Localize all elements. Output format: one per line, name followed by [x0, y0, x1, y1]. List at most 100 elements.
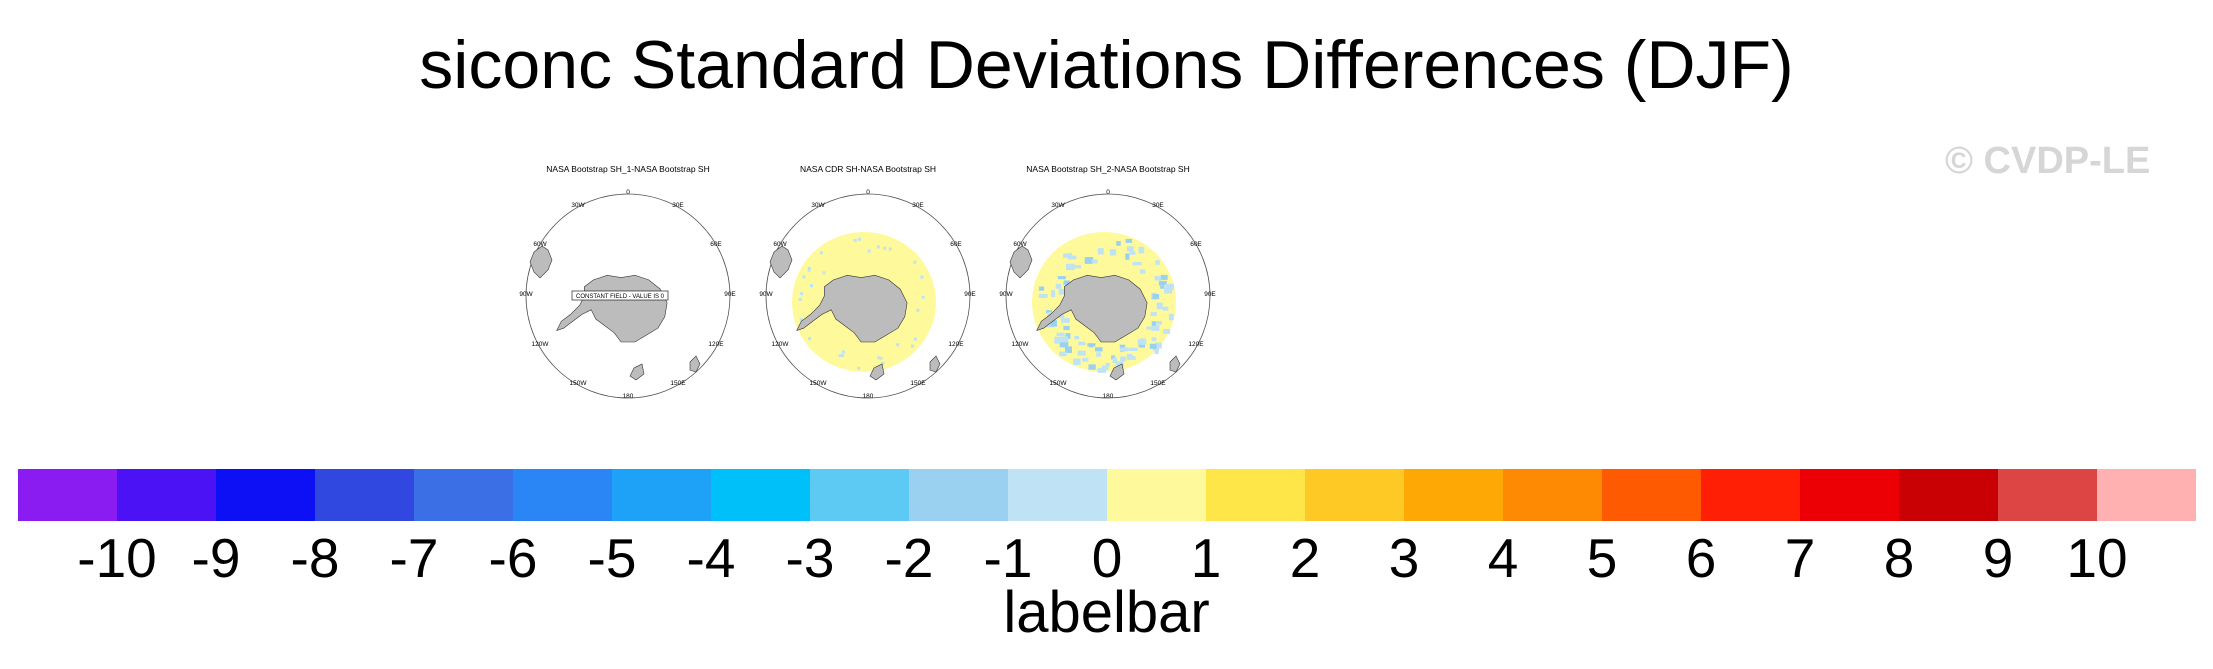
labelbar-tick-label: 0 [1091, 527, 1123, 589]
polar-map: 0 30E 60E 90E 120E 150E 180 150W 120W 90W 60W 30W CO… [519, 189, 736, 400]
map-longitude-label: 60E [1190, 241, 1202, 248]
labelbar-tick-label: -5 [587, 527, 637, 589]
map-longitude-label: 0 [1106, 189, 1110, 196]
labelbar-title: labelbar [1003, 580, 1210, 645]
polar-map: 0 30E 60E 90E 120E 150E 180 150W 120W 90W 60W 30W [999, 189, 1216, 400]
map-longitude-label: 150E [670, 380, 686, 387]
labelbar [18, 469, 2196, 521]
south-america-landmass [769, 245, 793, 279]
labelbar-tick-label: 7 [1784, 527, 1816, 589]
map-longitude-label: 60E [950, 241, 962, 248]
labelbar-box [1305, 469, 1405, 521]
labelbar-box [1602, 469, 1702, 521]
map-longitude-label: 60W [1013, 241, 1027, 248]
australia-tip-landmass [629, 363, 645, 381]
map-longitude-label: 120E [948, 341, 964, 348]
map-panel-1: NASA Bootstrap SH_1-NASA Bootstrap SH 0 3… [512, 164, 744, 414]
map-panel-3: NASA Bootstrap SH_2-NASA Bootstrap SH 0 3… [992, 164, 1224, 414]
map-longitude-label: 150W [1050, 380, 1068, 387]
labelbar-box [1899, 469, 1999, 521]
south-america-landmass [529, 245, 553, 279]
labelbar-tick-label: -8 [290, 527, 340, 589]
map-longitude-label: 90W [759, 291, 773, 298]
labelbar-tick-label: 1 [1190, 527, 1222, 589]
new-zealand-landmass [689, 355, 701, 373]
labelbar-tick-label: 6 [1685, 527, 1717, 589]
labelbar-box [18, 469, 118, 521]
watermark: © CVDP-LE [1945, 140, 2151, 182]
labelbar-tick-label: 2 [1289, 527, 1321, 589]
map-longitude-label: 150E [1150, 380, 1166, 387]
labelbar-box [1107, 469, 1207, 521]
map-longitude-label: 30W [1051, 202, 1065, 209]
labelbar-box [909, 469, 1009, 521]
labelbar-box [216, 469, 316, 521]
labelbar-box [414, 469, 514, 521]
map-longitude-label: 180 [863, 393, 874, 400]
polar-map: 0 30E 60E 90E 120E 150E 180 150W 120W 90W 60W 30W [759, 189, 976, 400]
labelbar-tick-label: -10 [77, 527, 157, 589]
map-longitude-label: 30E [1152, 202, 1164, 209]
labelbar-box [513, 469, 613, 521]
map-longitude-label: 60W [773, 241, 787, 248]
map-longitude-label: 30W [811, 202, 825, 209]
labelbar-tick-label: 8 [1883, 527, 1915, 589]
map-longitude-label: 30W [571, 202, 585, 209]
map-longitude-label: 180 [623, 393, 634, 400]
labelbar-box [2097, 469, 2196, 521]
map-longitude-label: 120E [1188, 341, 1204, 348]
labelbar-box [1008, 469, 1108, 521]
labelbar-box [1800, 469, 1900, 521]
map-longitude-label: 90E [724, 291, 736, 298]
labelbar-tick-label: -2 [884, 527, 934, 589]
map-longitude-label: 0 [626, 189, 630, 196]
map-longitude-label: 30E [912, 202, 924, 209]
labelbar-box [117, 469, 217, 521]
labelbar-tick-label: -1 [983, 527, 1033, 589]
antarctica-landmass [796, 274, 908, 343]
labelbar-tick-label: 9 [1982, 527, 2014, 589]
map-longitude-label: 120E [708, 341, 724, 348]
map-longitude-label: 120W [1012, 341, 1030, 348]
south-america-landmass [1009, 245, 1033, 279]
labelbar-box [1206, 469, 1306, 521]
labelbar-tick-label: -3 [785, 527, 835, 589]
chart-title: siconc Standard Deviations Differences (… [419, 27, 1794, 103]
new-zealand-landmass [1169, 355, 1181, 373]
labelbar-box [612, 469, 712, 521]
labelbar-tick-label: -7 [389, 527, 439, 589]
labelbar-box [1404, 469, 1504, 521]
antarctica-landmass [1036, 274, 1148, 343]
labelbar-box [1701, 469, 1801, 521]
map-longitude-label: 0 [866, 189, 870, 196]
panel-title: NASA CDR SH-NASA Bootstrap SH [799, 164, 937, 174]
labelbar-tick-label: -9 [191, 527, 241, 589]
map-longitude-label: 60E [710, 241, 722, 248]
map-longitude-label: 150E [910, 380, 926, 387]
constant-field-annotation: CONSTANT FIELD - VALUE IS 0 [576, 294, 665, 300]
labelbar-tick-label: -6 [488, 527, 538, 589]
labelbar-box [1998, 469, 2098, 521]
map-longitude-label: 150W [810, 380, 828, 387]
map-longitude-label: 180 [1103, 393, 1114, 400]
labelbar-tick-label: 4 [1487, 527, 1519, 589]
labelbar-box [810, 469, 910, 521]
australia-tip-landmass [869, 363, 885, 381]
map-panel-2: NASA CDR SH-NASA Bootstrap SH 0 30E 60E 90E… [752, 164, 984, 414]
map-longitude-label: 90W [999, 291, 1013, 298]
labelbar-tick-label: 3 [1388, 527, 1420, 589]
panel-title: NASA Bootstrap SH_1-NASA Bootstrap SH [546, 164, 710, 174]
map-longitude-label: 90E [1204, 291, 1216, 298]
map-longitude-label: 120W [532, 341, 550, 348]
map-longitude-label: 30E [672, 202, 684, 209]
australia-tip-landmass [1109, 363, 1125, 381]
labelbar-tick-label: -4 [686, 527, 736, 589]
map-longitude-label: 90W [519, 291, 533, 298]
labelbar-box [711, 469, 811, 521]
map-longitude-label: 120W [772, 341, 790, 348]
map-longitude-label: 150W [570, 380, 588, 387]
labelbar-tick-label: 10 [2066, 527, 2128, 589]
annotation-box [571, 290, 669, 301]
labelbar-tick-label: 5 [1586, 527, 1618, 589]
map-longitude-label: 60W [533, 241, 547, 248]
